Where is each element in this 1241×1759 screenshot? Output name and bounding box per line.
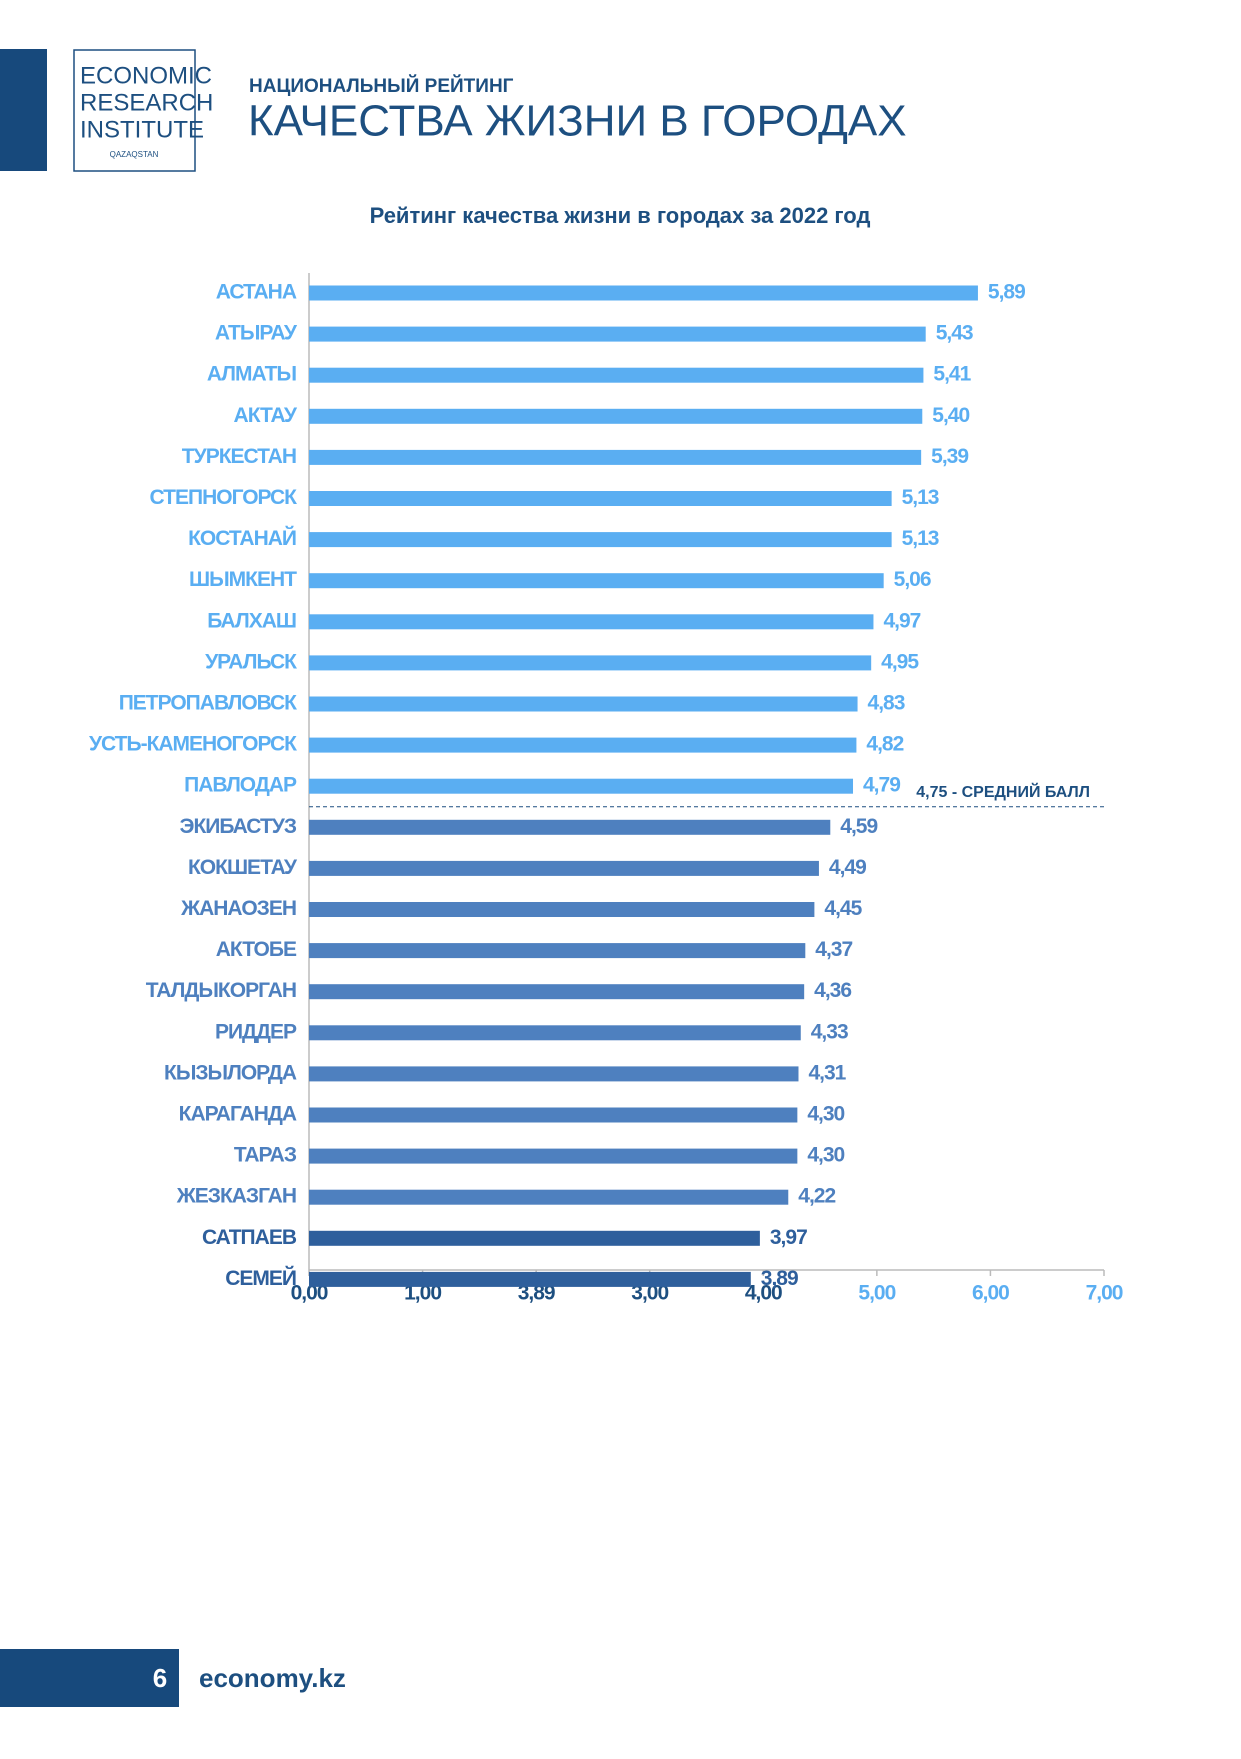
category-label: ТУРКЕСТАН [182, 445, 296, 468]
bar [309, 655, 872, 671]
category-label: КОКШЕТАУ [188, 856, 298, 879]
category-label: БАЛХАШ [207, 609, 296, 632]
category-label: ТАЛДЫКОРГАН [146, 979, 296, 1002]
page-title: КАЧЕСТВА ЖИЗНИ В ГОРОДАХ [248, 97, 907, 146]
category-label: УСТЬ-КАМЕНОГОРСК [89, 733, 297, 756]
category-label: ТАРАЗ [234, 1144, 297, 1167]
header-bar [0, 49, 47, 171]
bar [309, 1025, 801, 1041]
x-tick-label: 3,89 [518, 1282, 555, 1305]
bar [309, 532, 892, 548]
footer-bar [0, 1649, 179, 1707]
category-label: ШЫМКЕНТ [189, 568, 297, 591]
value-label: 4,33 [811, 1020, 848, 1043]
page-number: 6 [153, 1663, 167, 1693]
chart-title: Рейтинг качества жизни в городах за 2022… [370, 203, 871, 228]
category-label: ЭКИБАСТУЗ [180, 815, 297, 838]
value-label: 5,89 [988, 281, 1025, 304]
logo-sub: QAZAQSTAN [110, 150, 159, 159]
value-label: 3,89 [761, 1267, 798, 1290]
value-label: 5,41 [933, 363, 971, 386]
category-label: СЕМЕЙ [225, 1266, 296, 1290]
bar [309, 408, 923, 424]
logo-text: INSTITUTE [80, 116, 204, 143]
value-label: 5,43 [936, 322, 973, 345]
value-label: 4,30 [807, 1144, 844, 1167]
category-label: УРАЛЬСК [205, 650, 297, 673]
value-label: 4,83 [868, 692, 905, 715]
category-label: ЖЕЗКАЗГАН [176, 1185, 296, 1208]
category-label: АКТОБЕ [216, 938, 297, 961]
value-label: 4,59 [840, 815, 877, 838]
bar [309, 285, 978, 301]
value-label: 5,39 [931, 445, 968, 468]
category-label: ПАВЛОДАР [184, 774, 297, 797]
value-label: 3,97 [770, 1226, 807, 1249]
category-label: ЖАНАОЗЕН [180, 897, 296, 920]
bar [309, 491, 892, 506]
category-label: АЛМАТЫ [207, 363, 297, 386]
value-label: 4,30 [807, 1103, 844, 1126]
value-label: 4,45 [824, 897, 862, 920]
value-label: 4,22 [798, 1185, 835, 1208]
bar [309, 819, 831, 835]
value-label: 5,13 [902, 486, 939, 509]
value-label: 4,79 [863, 774, 900, 797]
value-label: 4,82 [866, 733, 903, 756]
bar [309, 902, 815, 917]
x-tick-label: 5,00 [858, 1282, 895, 1305]
logo-text: ECONOMIC [80, 62, 212, 89]
bar [309, 1230, 760, 1246]
bar [309, 737, 857, 753]
chart: 0,00 1,00 3,89 3,00 4,00 5,00 6,00 7,00 АСТАНА 5,… [89, 273, 1124, 1305]
kicker: НАЦИОНАЛЬНЫЙ РЕЙТИНГ [249, 75, 514, 97]
bar [309, 943, 806, 959]
category-label: СТЕПНОГОРСК [150, 486, 298, 509]
value-label: 5,06 [894, 568, 931, 591]
x-tick-label: 6,00 [972, 1282, 1009, 1305]
logo-text: RESEARCH [80, 89, 213, 116]
bar [309, 1107, 798, 1123]
bar [309, 860, 819, 876]
value-label: 4,97 [883, 609, 920, 632]
category-label: ПЕТРОПАВЛОВСК [119, 692, 297, 715]
x-tick-label: 4,00 [745, 1282, 782, 1305]
bar [309, 326, 926, 342]
bar [309, 573, 884, 589]
logo-box [73, 49, 196, 172]
category-label: АКТАУ [234, 404, 298, 427]
bar [309, 367, 924, 383]
category-label: КОСТАНАЙ [188, 526, 296, 550]
category-label: КЫЗЫЛОРДА [164, 1061, 297, 1084]
bar [309, 1066, 799, 1082]
x-tick-label: 1,00 [404, 1282, 441, 1305]
value-label: 4,36 [814, 979, 851, 1002]
site: economy.kz [199, 1663, 346, 1693]
bar [309, 1271, 751, 1287]
x-tick-label: 0,00 [291, 1282, 328, 1305]
x-tick-label: 7,00 [1086, 1282, 1123, 1305]
value-label: 5,13 [902, 527, 939, 550]
value-label: 4,37 [815, 938, 852, 961]
bar [309, 984, 805, 1000]
value-label: 5,40 [932, 404, 969, 427]
bar [309, 614, 874, 630]
bar [309, 696, 858, 712]
category-label: РИДДЕР [215, 1020, 297, 1043]
x-tick-label: 3,00 [631, 1282, 668, 1305]
category-label: САТПАЕВ [202, 1226, 297, 1249]
value-label: 4,95 [881, 650, 919, 673]
category-label: АТЫРАУ [215, 322, 298, 345]
value-label: 4,31 [808, 1061, 846, 1084]
bar [309, 778, 854, 794]
category-label: КАРАГАНДА [179, 1103, 297, 1126]
bar [309, 1148, 798, 1164]
value-label: 4,49 [829, 856, 866, 879]
bar [309, 1189, 789, 1205]
category-label: АСТАНА [216, 281, 297, 304]
average-label: 4,75 - СРЕДНИЙ БАЛЛ [916, 782, 1090, 801]
bar [309, 449, 922, 465]
